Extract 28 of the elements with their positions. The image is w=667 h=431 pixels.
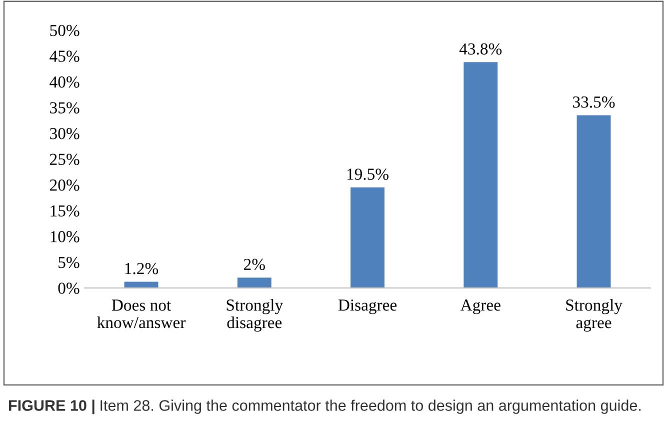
y-tick-label: 5% — [58, 256, 80, 268]
y-tick-label: 50% — [50, 24, 80, 36]
caption: FIGURE 10 | — [9, 400, 94, 414]
bar — [124, 282, 158, 288]
y-tick-label: 0% — [58, 282, 80, 294]
y-tick-label: 45% — [50, 50, 80, 62]
data-label: 2% — [244, 258, 265, 270]
bar — [576, 115, 611, 288]
x-tick-label: Strongly agree — [566, 299, 622, 332]
text: Item 28. Giving the commentator the freedom to design an argumentation guide. — [100, 400, 641, 414]
bar — [464, 62, 498, 288]
y-tick-label: 40% — [50, 76, 80, 88]
bar — [350, 187, 384, 288]
y-tick-label: 25% — [50, 154, 80, 166]
y-tick-label: 35% — [50, 102, 80, 114]
bar — [237, 278, 272, 288]
data-label: 33.5% — [573, 96, 615, 108]
x-tick-label: Disagree — [338, 300, 397, 314]
data-label: 19.5% — [347, 168, 388, 180]
data-label: 43.8% — [459, 43, 502, 55]
data-label: 1.2% — [125, 262, 158, 274]
x-tick-label: Strongly disagree — [226, 299, 284, 332]
y-tick-label: 15% — [50, 205, 80, 217]
y-tick-label: 30% — [50, 128, 80, 140]
x-tick-label: Agree — [460, 300, 500, 314]
y-tick-label: 20% — [50, 180, 80, 191]
y-tick-label: 10% — [50, 231, 80, 242]
x-tick-label: Does not know/answer — [97, 300, 186, 328]
